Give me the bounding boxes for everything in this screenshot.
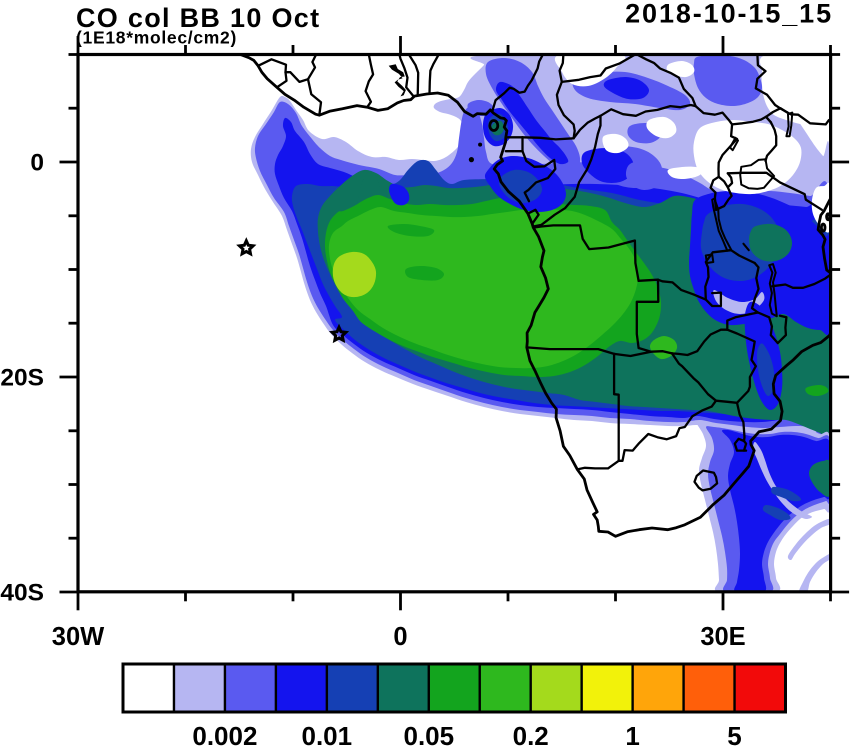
svg-text:0.002: 0.002 xyxy=(192,721,257,747)
svg-text:30E: 30E xyxy=(700,623,745,651)
svg-text:0.01: 0.01 xyxy=(301,721,352,747)
svg-text:2018-10-15_15: 2018-10-15_15 xyxy=(625,0,833,29)
svg-text:CO col BB 10 Oct: CO col BB 10 Oct xyxy=(76,3,320,33)
svg-text:1: 1 xyxy=(625,721,639,747)
svg-text:5: 5 xyxy=(727,721,741,747)
svg-text:0: 0 xyxy=(30,150,44,177)
svg-text:0.2: 0.2 xyxy=(513,721,549,747)
svg-text:(1E18*molec/cm2): (1E18*molec/cm2) xyxy=(76,28,237,48)
svg-text:0.05: 0.05 xyxy=(403,721,454,747)
svg-text:20S: 20S xyxy=(0,365,44,392)
svg-text:30W: 30W xyxy=(52,623,105,651)
svg-text:40S: 40S xyxy=(0,580,44,607)
svg-text:0: 0 xyxy=(393,623,407,651)
